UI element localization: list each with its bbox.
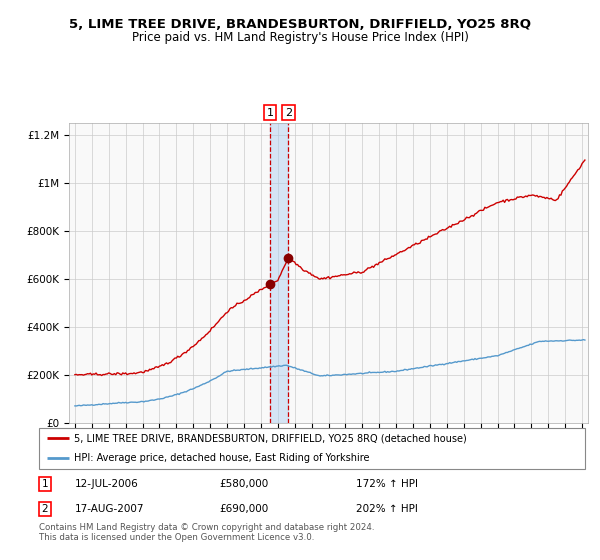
Text: HPI: Average price, detached house, East Riding of Yorkshire: HPI: Average price, detached house, East… bbox=[74, 453, 370, 463]
Text: £580,000: £580,000 bbox=[219, 479, 268, 489]
Text: 17-AUG-2007: 17-AUG-2007 bbox=[74, 504, 144, 514]
Text: 172% ↑ HPI: 172% ↑ HPI bbox=[356, 479, 418, 489]
Text: 1: 1 bbox=[266, 108, 274, 118]
Text: Contains HM Land Registry data © Crown copyright and database right 2024.
This d: Contains HM Land Registry data © Crown c… bbox=[39, 523, 374, 543]
Text: 202% ↑ HPI: 202% ↑ HPI bbox=[356, 504, 418, 514]
Text: 1: 1 bbox=[42, 479, 49, 489]
Bar bbox=[270, 123, 289, 423]
Text: 5, LIME TREE DRIVE, BRANDESBURTON, DRIFFIELD, YO25 8RQ (detached house): 5, LIME TREE DRIVE, BRANDESBURTON, DRIFF… bbox=[74, 433, 467, 444]
FancyBboxPatch shape bbox=[39, 428, 585, 469]
Text: £690,000: £690,000 bbox=[219, 504, 268, 514]
Text: 5, LIME TREE DRIVE, BRANDESBURTON, DRIFFIELD, YO25 8RQ: 5, LIME TREE DRIVE, BRANDESBURTON, DRIFF… bbox=[69, 18, 531, 31]
Text: 2: 2 bbox=[285, 108, 292, 118]
Text: 12-JUL-2006: 12-JUL-2006 bbox=[74, 479, 138, 489]
Text: 2: 2 bbox=[42, 504, 49, 514]
Text: Price paid vs. HM Land Registry's House Price Index (HPI): Price paid vs. HM Land Registry's House … bbox=[131, 31, 469, 44]
